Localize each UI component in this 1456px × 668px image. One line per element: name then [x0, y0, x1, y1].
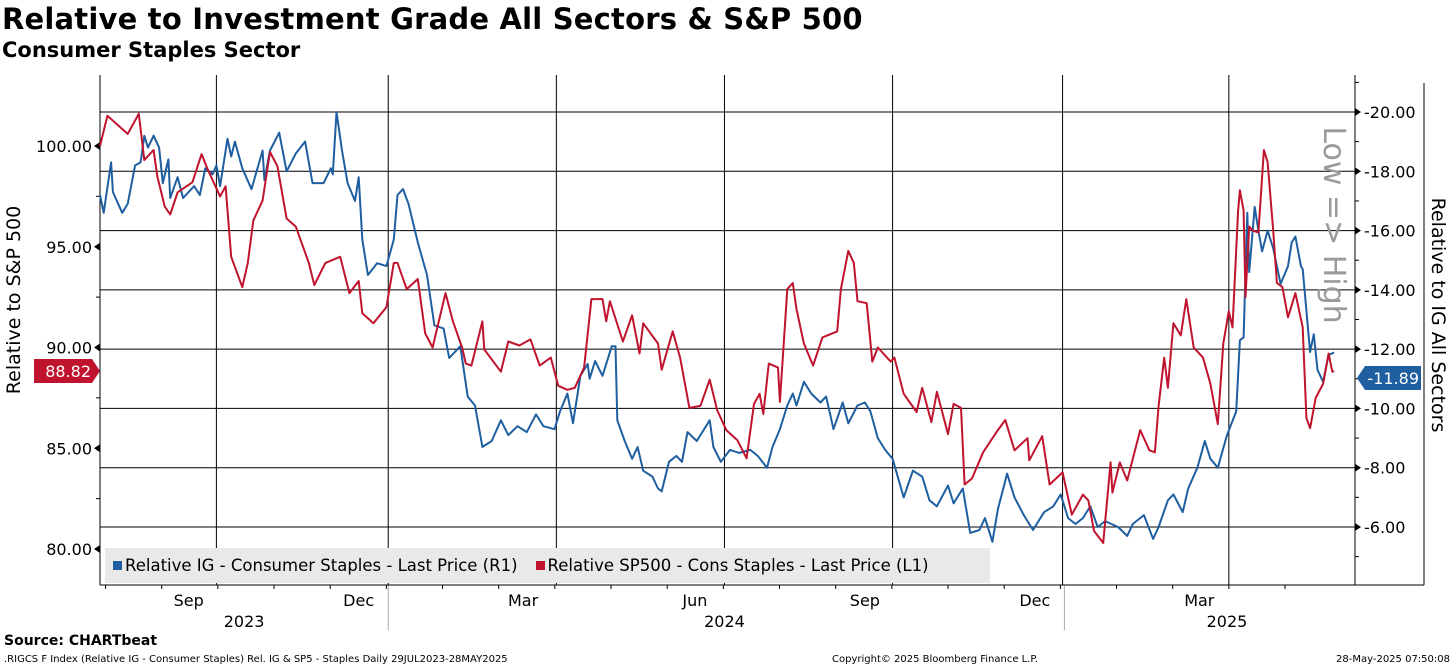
right-tick-marker — [1355, 523, 1361, 531]
right-tick-marker — [1355, 226, 1361, 235]
last-value-sp500: 88.82 — [45, 362, 91, 381]
right-tick-label: -16.00 — [1364, 222, 1416, 241]
legend-swatch-ig — [113, 561, 122, 570]
last-value-badge-sp500 — [34, 359, 100, 383]
legend-label-sp: Relative SP500 - Cons Staples - Last Pri… — [547, 556, 929, 575]
series-line-ig — [99, 111, 1335, 543]
footer-copyright: Copyright© 2025 Bloomberg Finance L.P. — [832, 654, 1039, 665]
legend-item-sp: Relative SP500 - Cons Staples - Last Pri… — [528, 556, 929, 575]
left-tick-label: 85.00 — [46, 439, 92, 458]
right-tick-marker — [1355, 463, 1361, 472]
last-value-badge-ig — [1357, 366, 1421, 390]
right-tick-label: -12.00 — [1364, 340, 1416, 359]
right-tick-marker — [1355, 285, 1361, 294]
right-tick-label: -14.00 — [1364, 281, 1416, 300]
x-month-label: Dec — [343, 591, 374, 610]
series-line-sp500 — [99, 112, 1335, 544]
x-month-label: Sep — [850, 591, 880, 610]
x-month-label: Mar — [1184, 591, 1215, 610]
last-value-ig: -11.89 — [1367, 369, 1419, 388]
left-tick-marker — [94, 343, 100, 352]
legend-label-ig: Relative IG - Consumer Staples - Last Pr… — [125, 556, 518, 575]
right-tick-marker — [1355, 167, 1361, 176]
right-tick-label: -10.00 — [1364, 399, 1416, 418]
footer-index: .RIGCS F Index (Relative IG - Consumer S… — [4, 654, 508, 665]
right-tick-label: -8.00 — [1364, 459, 1405, 478]
legend-item-ig: Relative IG - Consumer Staples - Last Pr… — [105, 556, 518, 575]
x-month-label: Dec — [1019, 591, 1050, 610]
x-month-label: Sep — [174, 591, 204, 610]
chart-title: Relative to Investment Grade All Sectors… — [2, 2, 863, 36]
right-tick-label: -20.00 — [1364, 103, 1416, 122]
right-tick-marker — [1355, 108, 1361, 116]
left-tick-label: 100.00 — [36, 137, 92, 156]
x-year-label: 2023 — [224, 612, 265, 631]
x-month-label: Mar — [508, 591, 539, 610]
source-note: Source: CHARTbeat — [4, 633, 158, 649]
legend-swatch-sp — [535, 561, 545, 570]
right-tick-marker — [1355, 345, 1361, 354]
left-tick-marker — [94, 545, 100, 553]
right-tick-marker — [1355, 404, 1361, 413]
left-tick-label: 95.00 — [46, 238, 92, 257]
left-tick-label: 80.00 — [46, 540, 92, 559]
x-year-label: 2024 — [704, 612, 745, 631]
legend: Relative IG - Consumer Staples - Last Pr… — [105, 548, 990, 583]
chart-subtitle: Consumer Staples Sector — [2, 38, 301, 62]
right-tick-label: -6.00 — [1364, 518, 1405, 537]
left-tick-marker — [94, 242, 100, 251]
left-tick-marker — [94, 142, 100, 150]
x-month-label: Jun — [681, 591, 707, 610]
right-tick-label: -18.00 — [1364, 162, 1416, 181]
right-axis-label: Relative to IG All Sectors — [1427, 198, 1449, 433]
left-axis-label: Relative to S&P 500 — [3, 206, 25, 394]
x-year-label: 2025 — [1207, 612, 1248, 631]
low-high-annotation: Low => High — [1316, 126, 1351, 323]
left-tick-label: 90.00 — [46, 339, 92, 358]
footer-timestamp: 28-May-2025 07:50:08 — [1336, 654, 1450, 665]
left-tick-marker — [94, 444, 100, 453]
